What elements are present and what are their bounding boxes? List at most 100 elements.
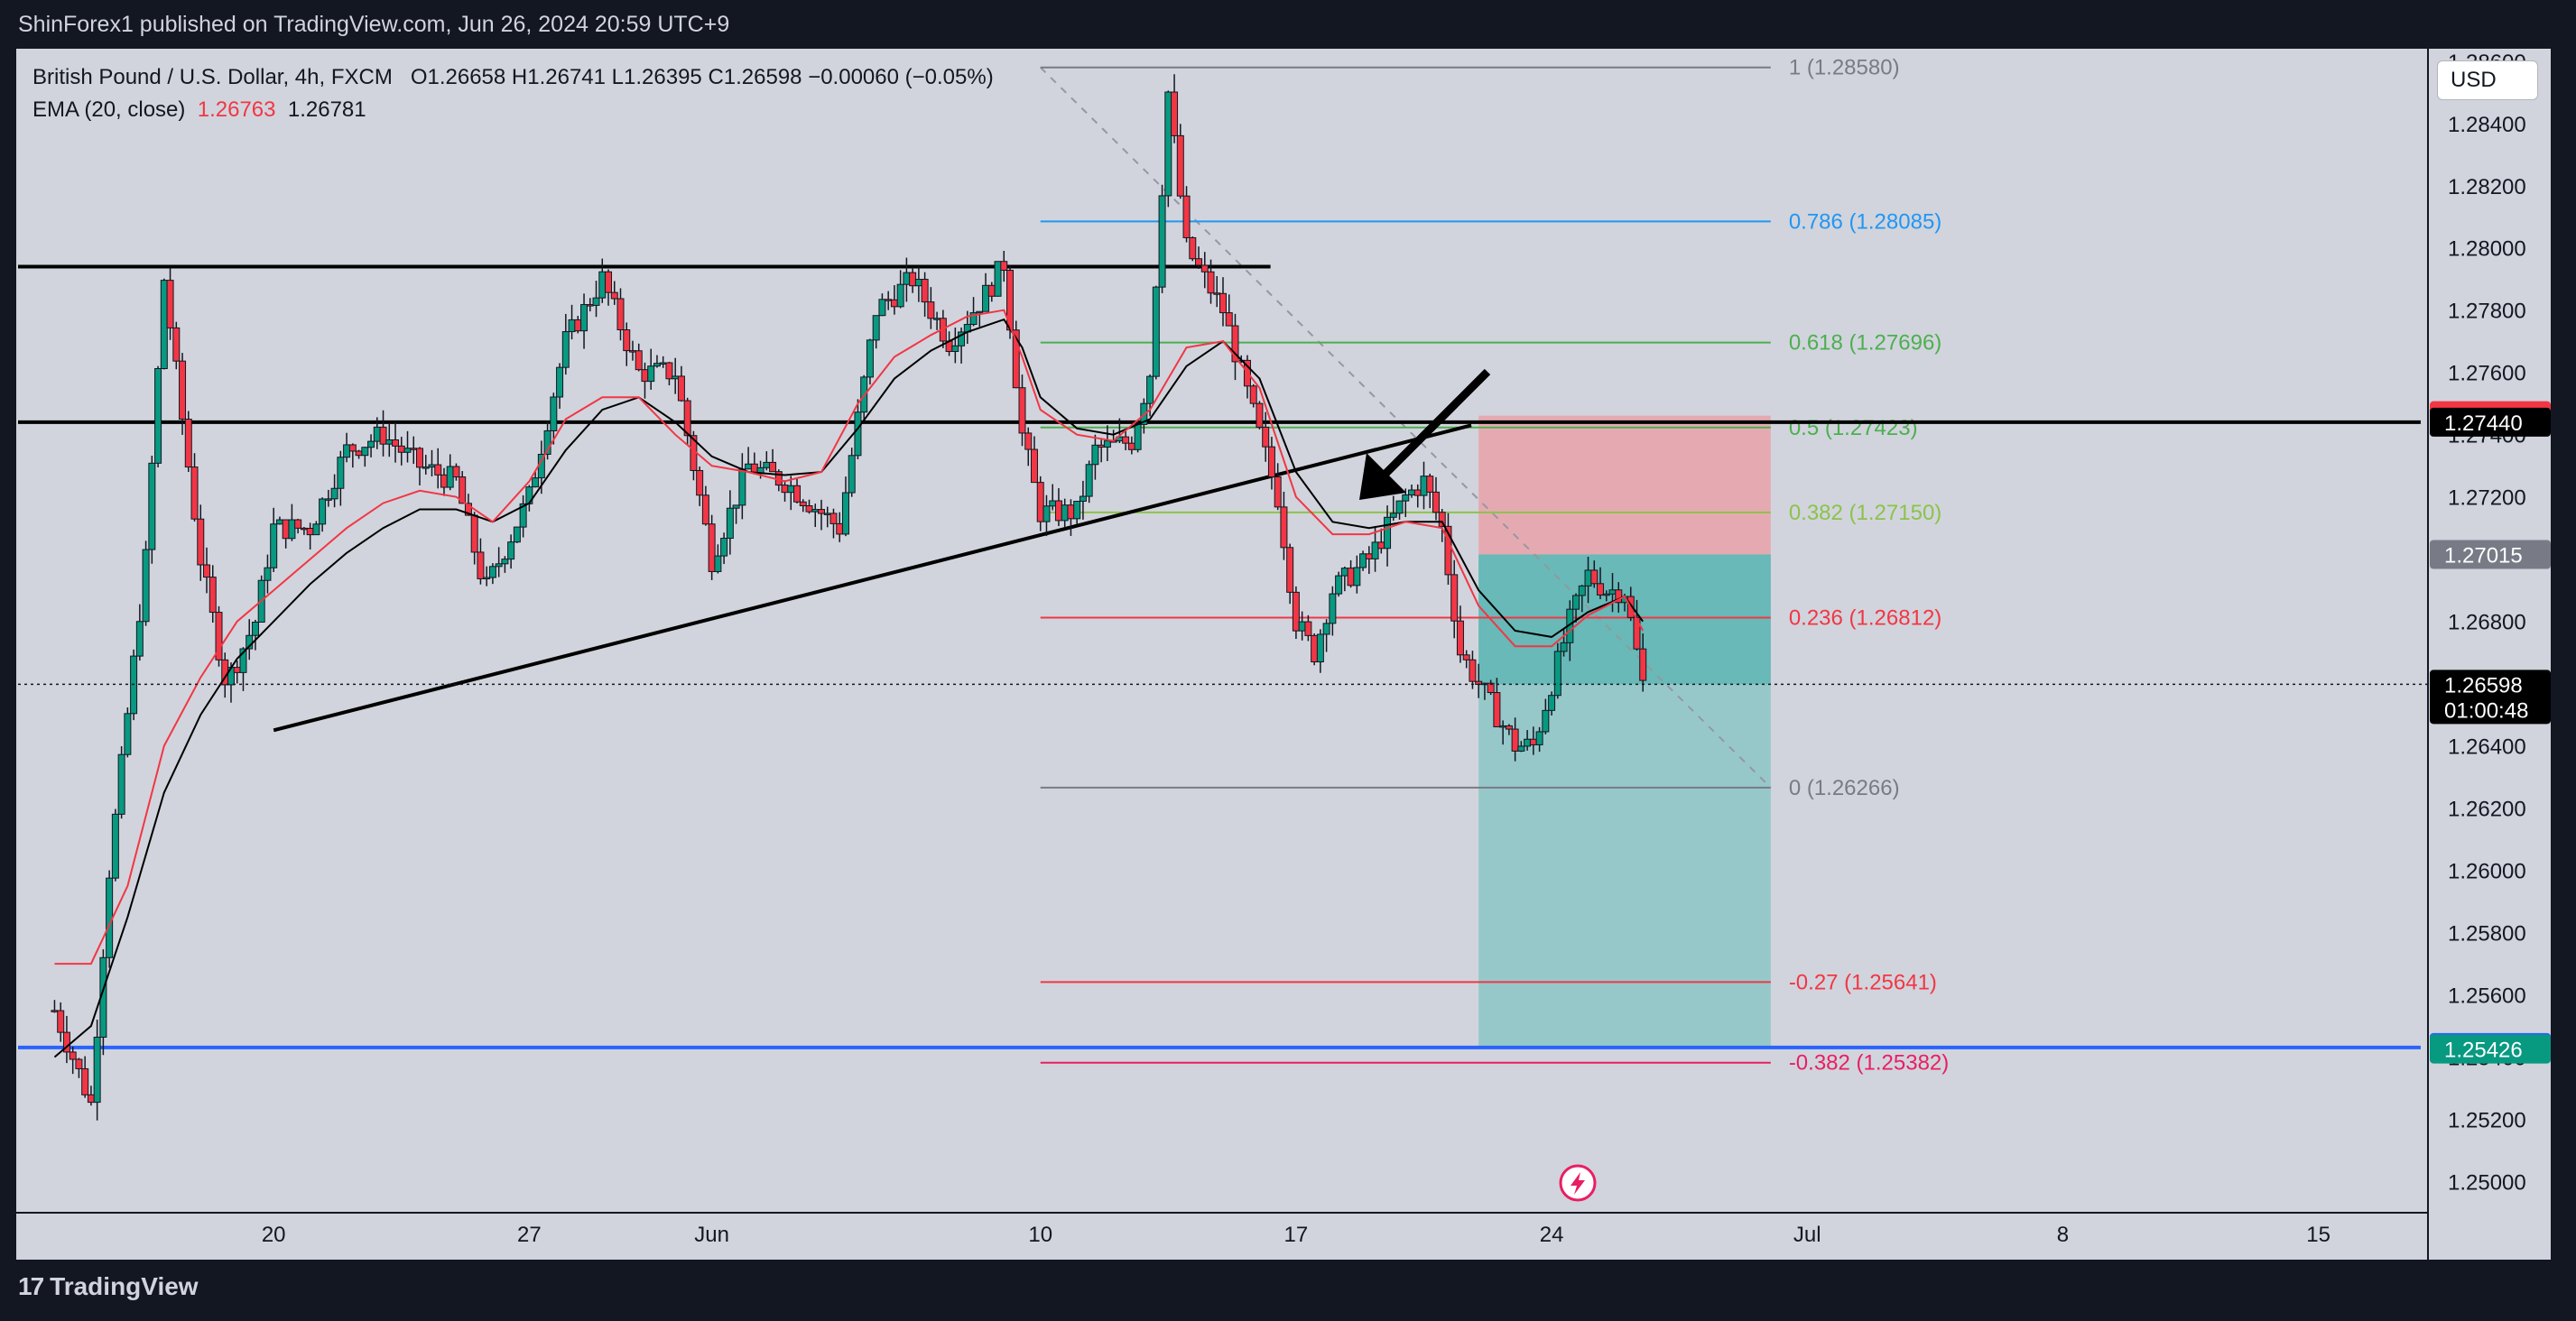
candle: [823, 506, 831, 528]
candle-body: [1602, 593, 1610, 596]
candle-body: [1054, 500, 1062, 522]
candle-body: [179, 360, 187, 420]
candle-body: [69, 1051, 77, 1060]
candle: [1280, 491, 1288, 560]
chart-frame[interactable]: 1 (1.28580) 0.786 (1.28085) 0.618 (1.27696…: [16, 49, 2551, 1260]
candle-body: [610, 291, 618, 300]
candle-body: [1444, 525, 1452, 576]
candle-body: [1158, 195, 1166, 288]
candle-body: [1079, 495, 1087, 503]
price-tick-label: 1.27200: [2448, 486, 2526, 511]
candle-body: [1249, 385, 1257, 404]
candle-body: [1359, 553, 1367, 568]
candle-body: [160, 280, 168, 369]
candle: [348, 443, 357, 468]
candle-body: [1487, 682, 1495, 694]
candle: [945, 331, 953, 356]
candle: [1578, 585, 1586, 613]
candle-body: [732, 504, 740, 509]
candle: [763, 451, 771, 471]
candle: [1000, 251, 1008, 282]
time-tick-label: 17: [1284, 1223, 1309, 1247]
candle: [1572, 593, 1580, 623]
candle: [470, 512, 478, 565]
candle: [1067, 499, 1075, 536]
candle: [1413, 484, 1422, 508]
candle-body: [872, 315, 880, 341]
candle: [367, 434, 375, 457]
candle-body: [1542, 709, 1550, 733]
candle: [958, 327, 966, 364]
candle: [1548, 691, 1556, 716]
candle: [1298, 611, 1306, 641]
tradingview-logo[interactable]: 17 TradingView: [18, 1272, 199, 1301]
candle: [872, 315, 880, 349]
candle-body: [367, 440, 375, 448]
candle-body: [1061, 504, 1069, 522]
ema-value-1: 1.26763: [197, 97, 276, 122]
fib-level-label: 0.382 (1.27150): [1789, 501, 1941, 525]
price-tick-label: 1.28200: [2448, 175, 2526, 199]
candle: [1359, 550, 1367, 571]
time-tick-label: 20: [262, 1223, 286, 1247]
candle: [1122, 428, 1130, 451]
candle-body: [1505, 725, 1513, 730]
candle: [885, 291, 893, 310]
candle: [1091, 434, 1099, 480]
candle: [1602, 590, 1610, 602]
candle-body: [1408, 489, 1416, 495]
candle-body: [1322, 623, 1330, 635]
candle-body: [422, 467, 430, 469]
candle: [561, 313, 570, 375]
symbol-line: British Pound / U.S. Dollar, 4h, FXCM O1…: [32, 61, 994, 94]
candle: [1542, 698, 1550, 734]
candle: [623, 322, 631, 366]
candle-body: [1608, 589, 1617, 595]
candle-body: [403, 448, 412, 453]
candle: [1487, 679, 1495, 696]
candle-body: [1456, 620, 1464, 656]
candle-body: [1395, 500, 1404, 514]
candle-body: [57, 1010, 65, 1033]
candle-body: [428, 464, 436, 468]
time-tick-label: 10: [1028, 1223, 1052, 1247]
candle: [160, 278, 168, 370]
candle-body: [233, 667, 241, 673]
candle: [720, 532, 728, 565]
candle-body: [848, 455, 856, 494]
candle-body: [148, 462, 156, 550]
price-tick-label: 1.28000: [2448, 237, 2526, 262]
candle: [1469, 651, 1477, 689]
candle-body: [793, 485, 802, 503]
candle-body: [459, 476, 467, 504]
candle-body: [1267, 446, 1275, 477]
candle-body: [616, 298, 625, 331]
candle: [982, 273, 990, 312]
time-tick-label: 27: [517, 1223, 542, 1247]
candle: [1225, 294, 1233, 327]
candle-body: [288, 519, 296, 540]
candle-body: [811, 509, 820, 513]
candle-body: [1584, 569, 1592, 587]
candle-body: [818, 509, 825, 514]
candle: [330, 474, 338, 508]
candle-body: [1225, 312, 1233, 327]
candle: [172, 321, 181, 370]
candle: [1329, 586, 1337, 636]
candle: [452, 463, 460, 481]
candle-body: [452, 466, 460, 478]
currency-button[interactable]: USD: [2437, 60, 2538, 100]
candle: [866, 338, 874, 385]
candle: [1335, 571, 1343, 597]
candle-body: [111, 813, 119, 879]
candle-body: [337, 457, 345, 489]
candle-body: [683, 400, 691, 437]
candle: [616, 288, 625, 341]
candle-body: [982, 284, 990, 312]
countdown-label: 01:00:48: [2444, 698, 2528, 723]
candle: [1061, 498, 1069, 528]
candle-body: [1030, 448, 1038, 484]
candle: [434, 448, 442, 489]
price-chart[interactable]: 1 (1.28580) 0.786 (1.28085) 0.618 (1.27696…: [16, 49, 2551, 1260]
candle: [87, 1085, 95, 1106]
